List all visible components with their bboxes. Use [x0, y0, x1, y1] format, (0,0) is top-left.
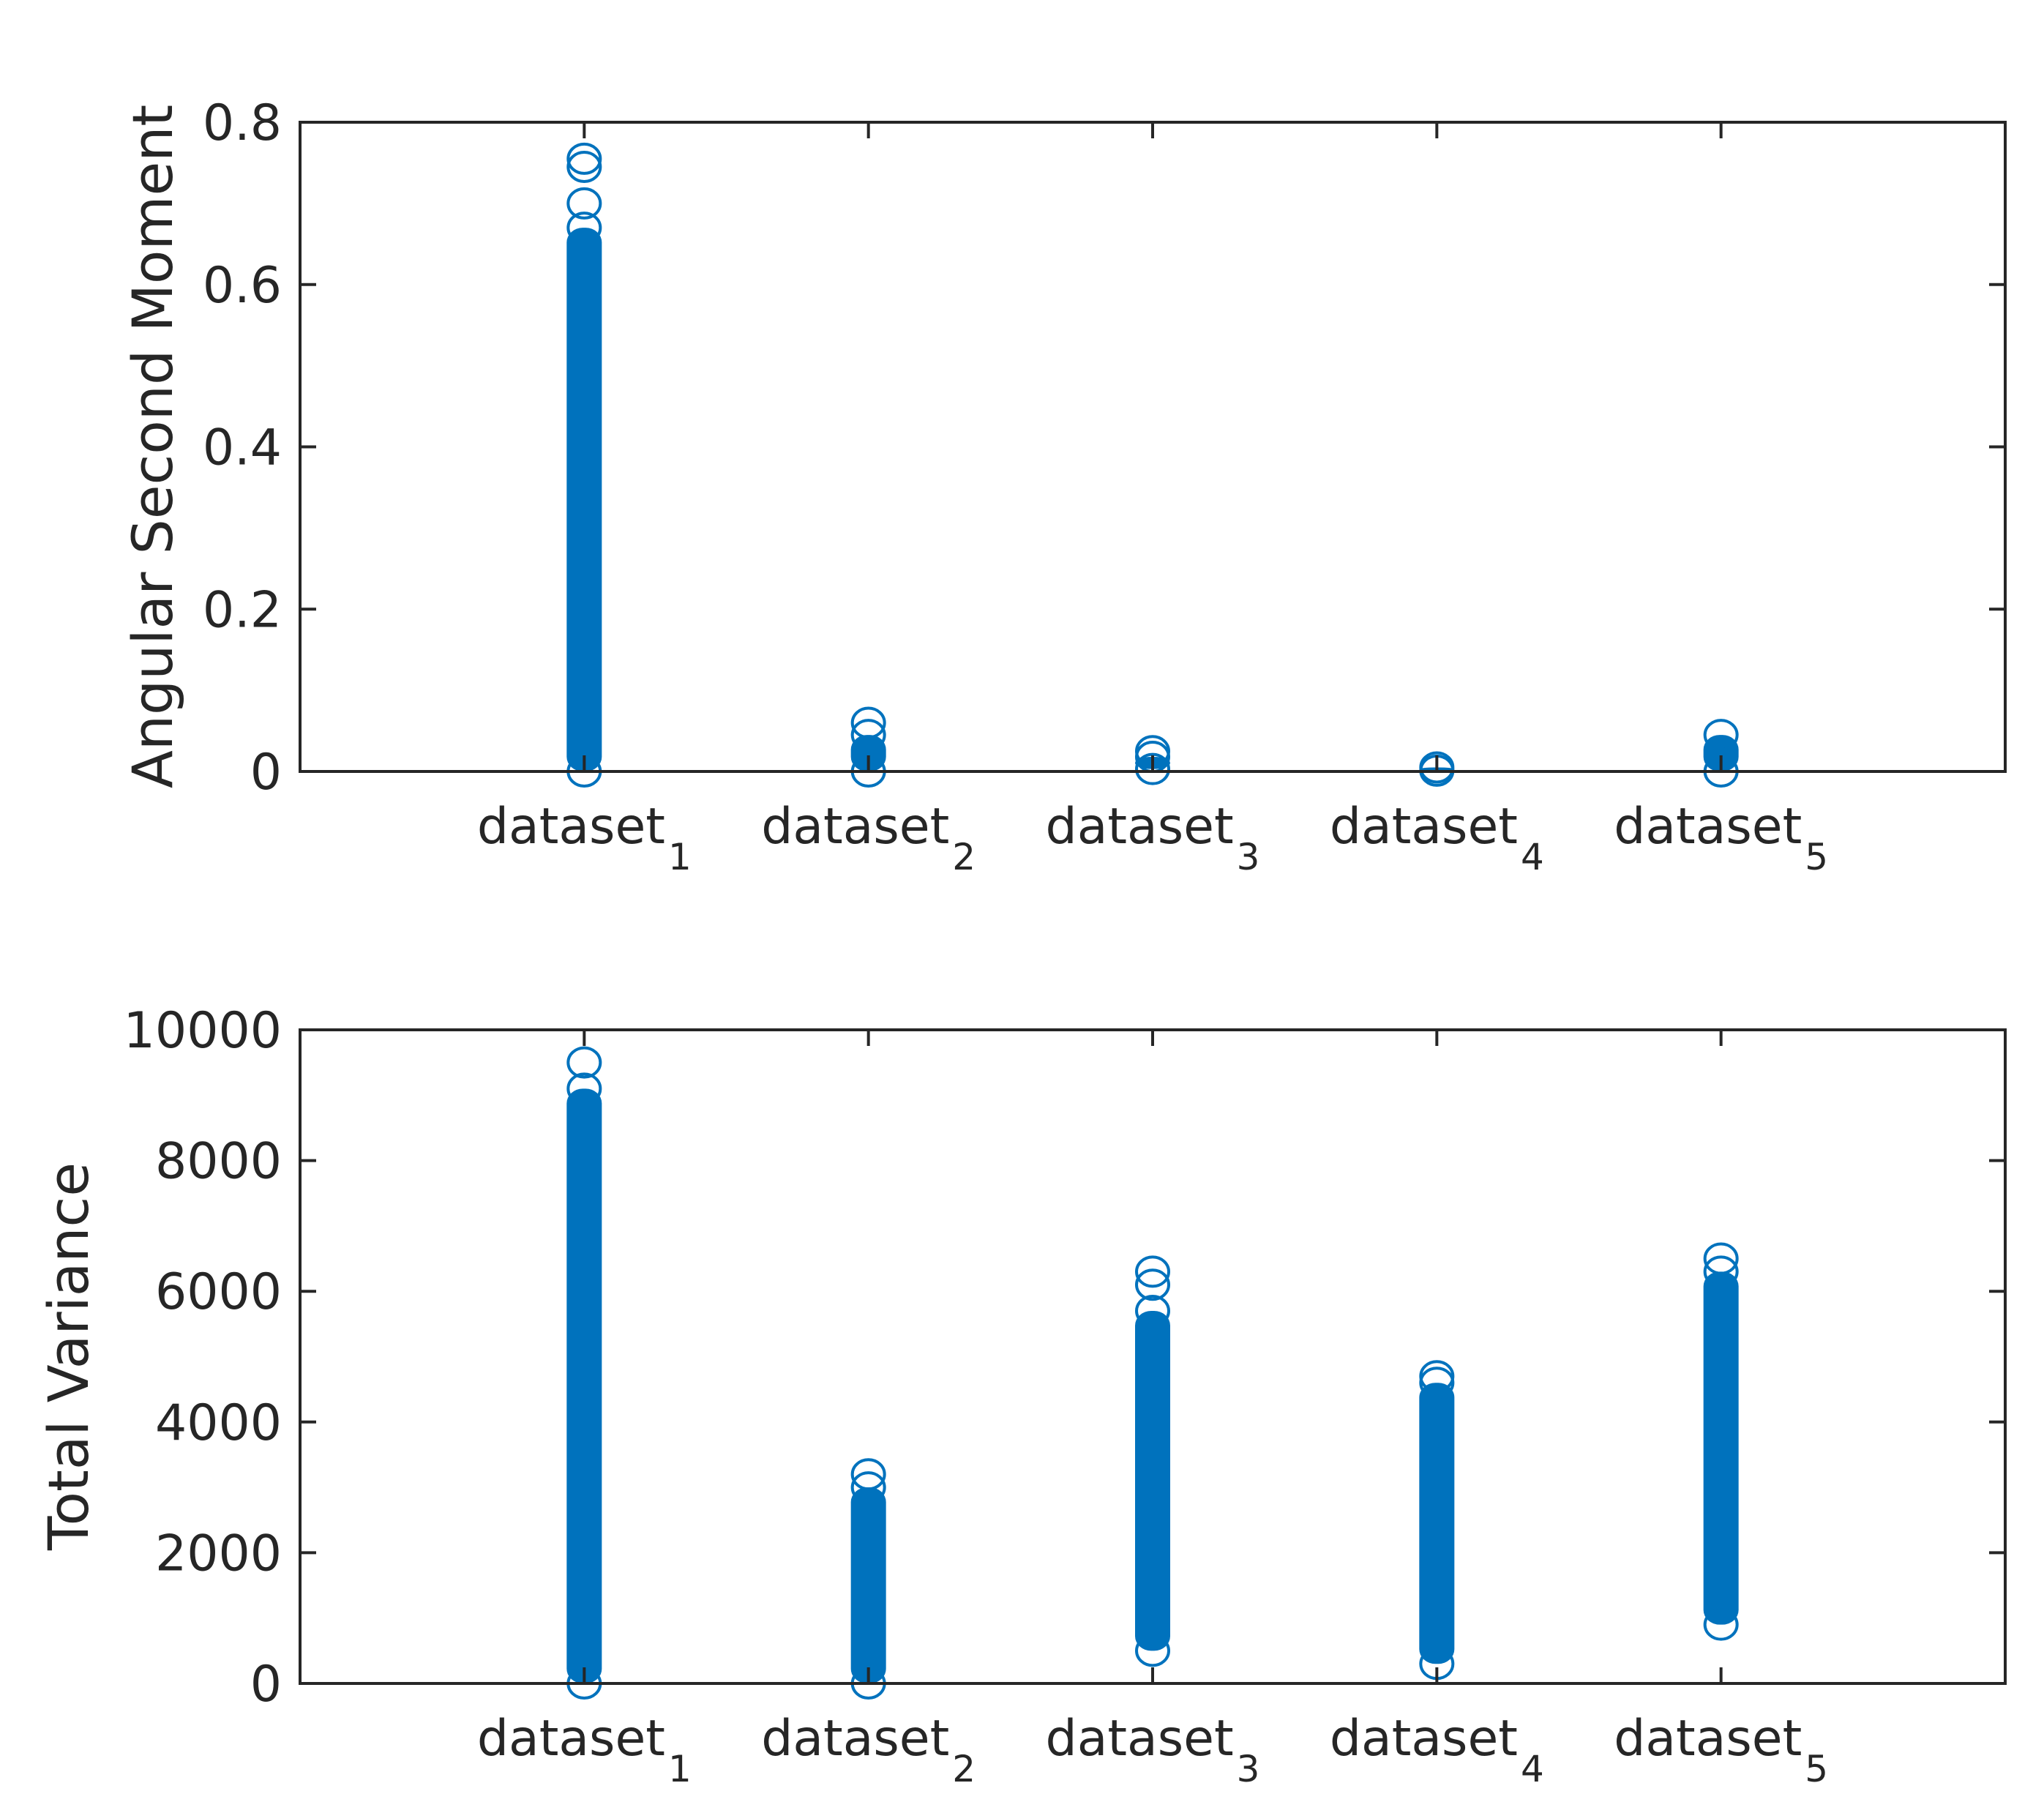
data-point: [566, 1046, 602, 1079]
y-tick-label: 2000: [155, 1525, 282, 1582]
series-4-points: [1419, 1360, 1455, 1681]
data-point: [566, 150, 602, 183]
x-tick-label: dataset3: [1046, 798, 1260, 878]
point-cluster: [566, 1088, 602, 1683]
x-tick-layer: dataset1 dataset2 dataset3 dataset4 dataset5: [477, 1030, 1828, 1790]
series-3-points: [1135, 735, 1170, 785]
data-point: [566, 187, 602, 220]
y-tick-label: 8000: [155, 1133, 282, 1191]
point-cluster: [566, 228, 602, 771]
data-point: [1703, 1608, 1739, 1641]
y-tick-label: 4000: [155, 1394, 282, 1452]
x-tick-label: dataset2: [761, 798, 976, 878]
y-tick-layer: 0 0.2 0.4 0.6 0.8: [203, 94, 2005, 801]
x-tick-layer: dataset1 dataset2 dataset3 dataset4 dataset5: [477, 122, 1828, 878]
point-cluster: [1703, 735, 1739, 771]
data-point: [850, 706, 886, 739]
y-axis-title: Total Variance: [36, 1162, 101, 1551]
x-tick-label: dataset2: [761, 1710, 976, 1790]
point-cluster: [1419, 1383, 1455, 1664]
y-tick-label: 0: [250, 1656, 282, 1713]
data-point: [850, 719, 886, 752]
y-tick-label: 0.2: [203, 581, 282, 639]
y-axis-title: Angular Second Moment: [120, 105, 185, 788]
data-point: [1135, 1255, 1170, 1288]
x-tick-label: dataset1: [477, 798, 692, 878]
series-1-points: [566, 1046, 602, 1700]
series-2-points: [850, 706, 886, 788]
data-point: [1135, 1634, 1170, 1667]
point-cluster: [850, 735, 886, 771]
series-1-points: [566, 142, 602, 788]
point-cluster: [1703, 1271, 1739, 1625]
data-point: [566, 212, 602, 244]
y-tick-layer: 0 2000 4000 6000 8000 10000: [124, 1002, 2005, 1713]
chart-angular-second-moment: 00.20.40.60.8 dataset1dataset2dataset3da…: [120, 94, 2007, 878]
x-tick-label: dataset1: [477, 1710, 692, 1790]
data-point: [1703, 1255, 1739, 1288]
series-3-points: [1135, 1255, 1170, 1667]
point-cluster: [850, 1487, 886, 1683]
series-2-points: [850, 1458, 886, 1700]
point-cluster: [1135, 1310, 1170, 1651]
data-point: [1135, 1268, 1170, 1301]
y-tick-label: 10000: [124, 1002, 282, 1060]
data-point: [1419, 1360, 1455, 1393]
x-tick-label: dataset5: [1614, 798, 1828, 878]
y-tick-label: 6000: [155, 1263, 282, 1321]
data-point: [566, 1072, 602, 1105]
series-5-points: [1703, 1242, 1739, 1641]
x-tick-label: dataset4: [1330, 1710, 1544, 1790]
x-tick-label: dataset3: [1046, 1710, 1260, 1790]
x-tick-label: dataset4: [1330, 798, 1544, 878]
y-tick-label: 0.8: [203, 94, 282, 152]
data-point: [1135, 1294, 1170, 1327]
data-point: [566, 142, 602, 175]
y-tick-label: 0: [250, 744, 282, 801]
y-tick-label: 0.4: [203, 419, 282, 477]
data-point: [1135, 752, 1170, 785]
data-point: [850, 1471, 886, 1504]
data-point: [1703, 1242, 1739, 1275]
data-point: [850, 1458, 886, 1491]
y-tick-label: 0.6: [203, 257, 282, 315]
data-point: [1703, 719, 1739, 752]
x-tick-label: dataset5: [1614, 1710, 1828, 1790]
